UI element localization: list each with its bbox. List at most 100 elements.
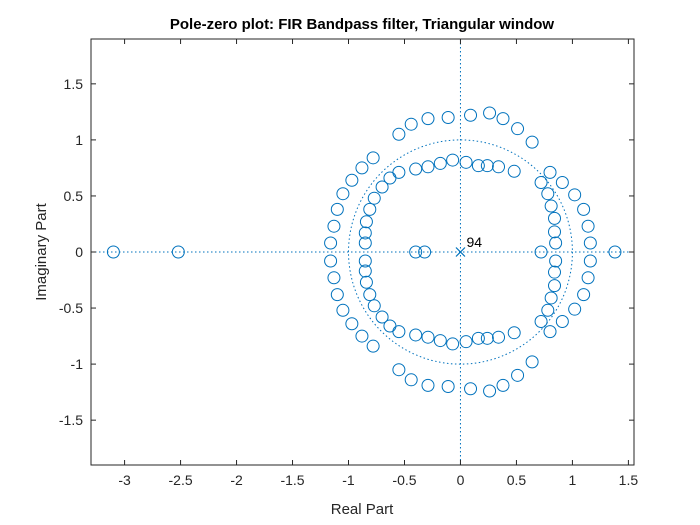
- zero-marker: [534, 315, 548, 329]
- x-tick-label: -1.5: [280, 472, 304, 488]
- zero-marker: [441, 110, 455, 124]
- zero-marker: [483, 106, 497, 120]
- zero-marker: [541, 187, 555, 201]
- y-tick-label: -1.5: [59, 412, 83, 428]
- zero-marker: [345, 317, 359, 331]
- zero-marker: [421, 112, 435, 126]
- zero-marker: [421, 378, 435, 392]
- zero-marker: [583, 254, 597, 268]
- y-tick-label: 0.5: [64, 188, 84, 204]
- zero-marker: [359, 215, 373, 229]
- y-axis-label: Imaginary Part: [33, 202, 50, 300]
- x-tick-label: -0.5: [392, 472, 416, 488]
- zero-marker: [327, 271, 341, 285]
- zero-marker: [480, 331, 494, 345]
- y-tick-label: 1: [75, 132, 83, 148]
- zero-marker: [336, 303, 350, 317]
- zero-marker: [534, 245, 548, 259]
- zero-marker: [577, 202, 591, 216]
- zero-marker: [418, 245, 432, 259]
- zero-marker: [336, 187, 350, 201]
- zero-marker: [464, 108, 478, 122]
- x-tick-label: -1: [342, 472, 355, 488]
- zero-marker: [375, 310, 389, 324]
- zero-marker: [404, 373, 418, 387]
- zero-marker: [358, 236, 372, 250]
- zero-marker: [549, 236, 563, 250]
- zero-marker: [568, 302, 582, 316]
- zero-marker: [324, 254, 338, 268]
- zero-marker: [446, 153, 460, 167]
- zero-marker: [433, 156, 447, 170]
- zero-marker: [511, 122, 525, 136]
- zero-marker: [459, 335, 473, 349]
- x-tick-label: 1: [569, 472, 577, 488]
- y-tick-label: -0.5: [59, 300, 83, 316]
- zero-marker: [409, 328, 423, 342]
- zero-marker: [581, 271, 595, 285]
- zero-marker: [404, 117, 418, 131]
- unit-circle: [348, 139, 573, 365]
- zero-marker: [330, 202, 344, 216]
- zero-marker: [507, 326, 521, 340]
- zero-marker: [363, 202, 377, 216]
- axis-ticks: -3 -2.5 -2 -1.5 -1 -0.5 0 0.5 1 1.5 -1.5 -1 -0.5 0 0.5…: [59, 39, 638, 488]
- zero-marker: [581, 219, 595, 233]
- zero-marker: [441, 380, 455, 394]
- y-tick-label: 0: [75, 244, 83, 260]
- zero-marker: [355, 329, 369, 343]
- zero-marker: [492, 330, 506, 344]
- zero-marker: [492, 160, 506, 174]
- zero-marker: [367, 191, 381, 205]
- zero-marker: [171, 245, 185, 259]
- x-tick-label: 1.5: [619, 472, 639, 488]
- zero-marker: [471, 159, 485, 173]
- zero-marker: [330, 288, 344, 302]
- zero-marker: [525, 135, 539, 149]
- chart-title: Pole-zero plot: FIR Bandpass filter, Tri…: [170, 16, 555, 33]
- x-tick-label: 0: [457, 472, 465, 488]
- y-tick-label: 1.5: [64, 76, 84, 92]
- zero-marker: [548, 225, 562, 239]
- zero-marker: [583, 236, 597, 250]
- zero-marker: [541, 303, 555, 317]
- zero-marker: [471, 331, 485, 345]
- zero-marker: [483, 384, 497, 398]
- zero-marker: [525, 355, 539, 369]
- zero-marker: [507, 164, 521, 178]
- zero-marker: [421, 330, 435, 344]
- zero-marker: [543, 165, 557, 179]
- zero-marker: [392, 127, 406, 141]
- zero-marker: [392, 165, 406, 179]
- zero-marker: [359, 275, 373, 289]
- zero-marker: [543, 325, 557, 339]
- zero-marker: [421, 160, 435, 174]
- zero-marker: [548, 211, 562, 225]
- zero-marker: [367, 299, 381, 313]
- zero-marker: [464, 382, 478, 396]
- zero-marker: [392, 325, 406, 339]
- zero-marker: [511, 368, 525, 382]
- zero-marker: [366, 339, 380, 353]
- zero-marker: [345, 173, 359, 187]
- zero-marker: [358, 254, 372, 268]
- data-marks: [106, 106, 622, 398]
- zero-marker: [555, 175, 569, 189]
- zero-marker: [544, 291, 558, 305]
- zero-marker: [608, 245, 622, 259]
- zero-marker: [548, 279, 562, 293]
- zero-marker: [548, 265, 562, 279]
- zero-marker: [544, 199, 558, 213]
- zero-marker: [480, 159, 494, 173]
- pole-marker: [455, 247, 466, 257]
- zero-marker: [409, 245, 423, 259]
- zero-marker: [327, 219, 341, 233]
- x-tick-label: -3: [118, 472, 131, 488]
- zero-marker: [459, 155, 473, 169]
- x-tick-label: -2: [230, 472, 243, 488]
- zero-marker: [392, 363, 406, 377]
- zero-marker: [375, 180, 389, 194]
- zero-marker: [355, 161, 369, 175]
- zero-marker: [446, 337, 460, 351]
